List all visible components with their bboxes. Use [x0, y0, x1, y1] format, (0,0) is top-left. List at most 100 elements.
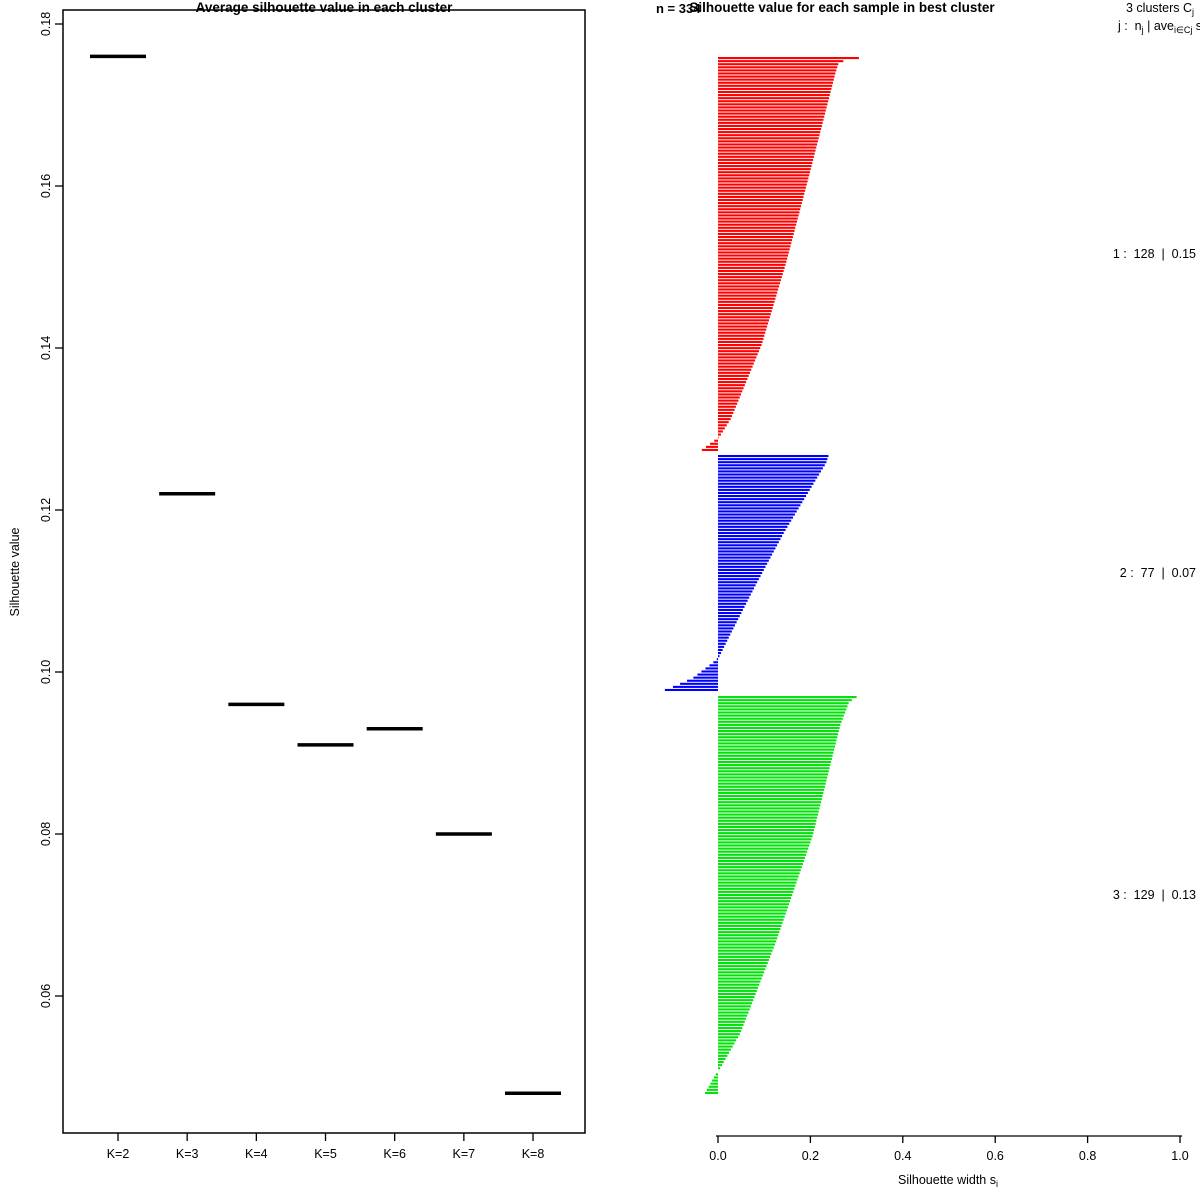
- silhouette-bar: [718, 1017, 746, 1020]
- cluster-annotation: 1 : 128 | 0.15: [1112, 246, 1196, 261]
- silhouette-bar: [718, 300, 775, 303]
- silhouette-bar: [718, 319, 769, 322]
- silhouette-bar: [718, 872, 800, 875]
- silhouette-bar: [718, 850, 808, 853]
- silhouette-bar: [710, 1082, 718, 1085]
- cluster-annotation: 3 : 129 | 0.13: [1112, 887, 1196, 902]
- silhouette-bar: [718, 220, 797, 223]
- silhouette-bar: [718, 192, 805, 195]
- silhouette-bar: [718, 1042, 735, 1045]
- silhouette-bar: [718, 578, 759, 581]
- silhouette-bar: [718, 60, 844, 63]
- x-axis-tick-label: 0.8: [1078, 1149, 1097, 1163]
- silhouette-bar: [718, 949, 773, 952]
- silhouette-bar: [718, 1051, 730, 1054]
- silhouette-bar: [718, 788, 825, 791]
- silhouette-bar: [718, 146, 817, 149]
- silhouette-bar: [718, 473, 820, 476]
- silhouette-bar: [718, 779, 827, 782]
- silhouette-bar: [718, 651, 722, 655]
- silhouette-bar: [718, 1057, 726, 1060]
- y-axis-tick-label: 0.14: [39, 335, 54, 361]
- silhouette-bar: [718, 937, 778, 940]
- silhouette-bar: [718, 708, 847, 711]
- silhouette-bar: [718, 495, 807, 498]
- y-axis-tick-label: 0.08: [39, 821, 54, 847]
- silhouette-bar: [718, 359, 756, 362]
- silhouette-bar: [718, 1048, 731, 1051]
- silhouette-bar: [718, 1014, 748, 1017]
- silhouette-bar: [718, 921, 783, 924]
- silhouette-bar: [718, 1036, 739, 1039]
- text-fragment: j: [1141, 25, 1144, 36]
- silhouette-bar: [718, 276, 782, 279]
- silhouette-bar: [718, 618, 739, 621]
- text-fragment: j : n: [1118, 19, 1142, 33]
- silhouette-bar: [718, 87, 832, 90]
- silhouette-bar: [718, 165, 812, 168]
- silhouette-bar: [718, 810, 819, 813]
- silhouette-bar: [718, 1002, 753, 1005]
- silhouette-bar: [718, 368, 752, 371]
- silhouette-bar: [718, 639, 728, 642]
- silhouette-bar: [718, 424, 727, 427]
- silhouette-bar: [718, 322, 769, 325]
- silhouette-bar: [718, 1054, 728, 1057]
- silhouette-bar: [718, 94, 830, 97]
- y-axis-tick-label: 0.18: [39, 11, 54, 37]
- x-axis-tick-label: K=2: [106, 1147, 130, 1161]
- silhouette-bar: [718, 903, 789, 906]
- x-axis-tick-label: 0.2: [801, 1149, 820, 1163]
- silhouette-bar: [718, 158, 814, 161]
- silhouette-bar: [718, 57, 859, 60]
- silhouette-bar: [718, 313, 771, 316]
- silhouette-bar: [718, 714, 844, 717]
- x-axis-tick-label: 0.0: [709, 1149, 727, 1163]
- silhouette-bar: [718, 971, 765, 974]
- silhouette-bar: [718, 717, 843, 720]
- silhouette-bar: [718, 365, 753, 368]
- silhouette-bar: [718, 733, 839, 736]
- silhouette-bar: [718, 115, 825, 118]
- silhouette-bar: [718, 751, 834, 754]
- silhouette-bar: [718, 940, 777, 943]
- silhouette-bar: [718, 627, 734, 630]
- silhouette-bar: [718, 931, 780, 934]
- silhouette-bar: [718, 587, 754, 590]
- silhouette-bar: [718, 504, 801, 507]
- silhouette-bar: [718, 112, 826, 115]
- silhouette-bar: [709, 664, 719, 667]
- silhouette-bar: [718, 767, 830, 770]
- silhouette-bar: [718, 726, 840, 730]
- silhouette-bar: [718, 965, 767, 968]
- silhouette-bar: [718, 856, 806, 859]
- silhouette-bar: [718, 1020, 745, 1023]
- silhouette-bar: [718, 303, 774, 306]
- silhouette-bar: [718, 384, 745, 387]
- silhouette-bar: [718, 498, 805, 501]
- silhouette-bar: [718, 538, 781, 541]
- silhouette-bar: [718, 900, 791, 903]
- silhouette-bar: [718, 81, 833, 84]
- silhouette-bar: [718, 433, 721, 436]
- silhouette-bar: [718, 482, 814, 485]
- silhouette-bar: [718, 531, 784, 535]
- silhouette-bar: [718, 198, 803, 202]
- silhouette-bar: [718, 263, 786, 266]
- silhouette-bar: [718, 705, 848, 708]
- silhouette-bar: [718, 581, 758, 584]
- silhouette-bar: [718, 254, 789, 257]
- silhouette-bar: [718, 835, 813, 838]
- silhouette-bar: [718, 476, 818, 479]
- silhouette-bar: [718, 853, 807, 856]
- silhouette-bar: [718, 124, 822, 127]
- silhouette-bar: [716, 658, 718, 661]
- silhouette-bar: [718, 909, 787, 912]
- silhouette-bar: [718, 347, 761, 350]
- sample-count-label: n = 334: [656, 1, 701, 16]
- silhouette-bar: [718, 331, 766, 334]
- silhouette-bar: [718, 757, 832, 760]
- silhouette-bar: [718, 72, 836, 75]
- silhouette-bar: [718, 507, 799, 510]
